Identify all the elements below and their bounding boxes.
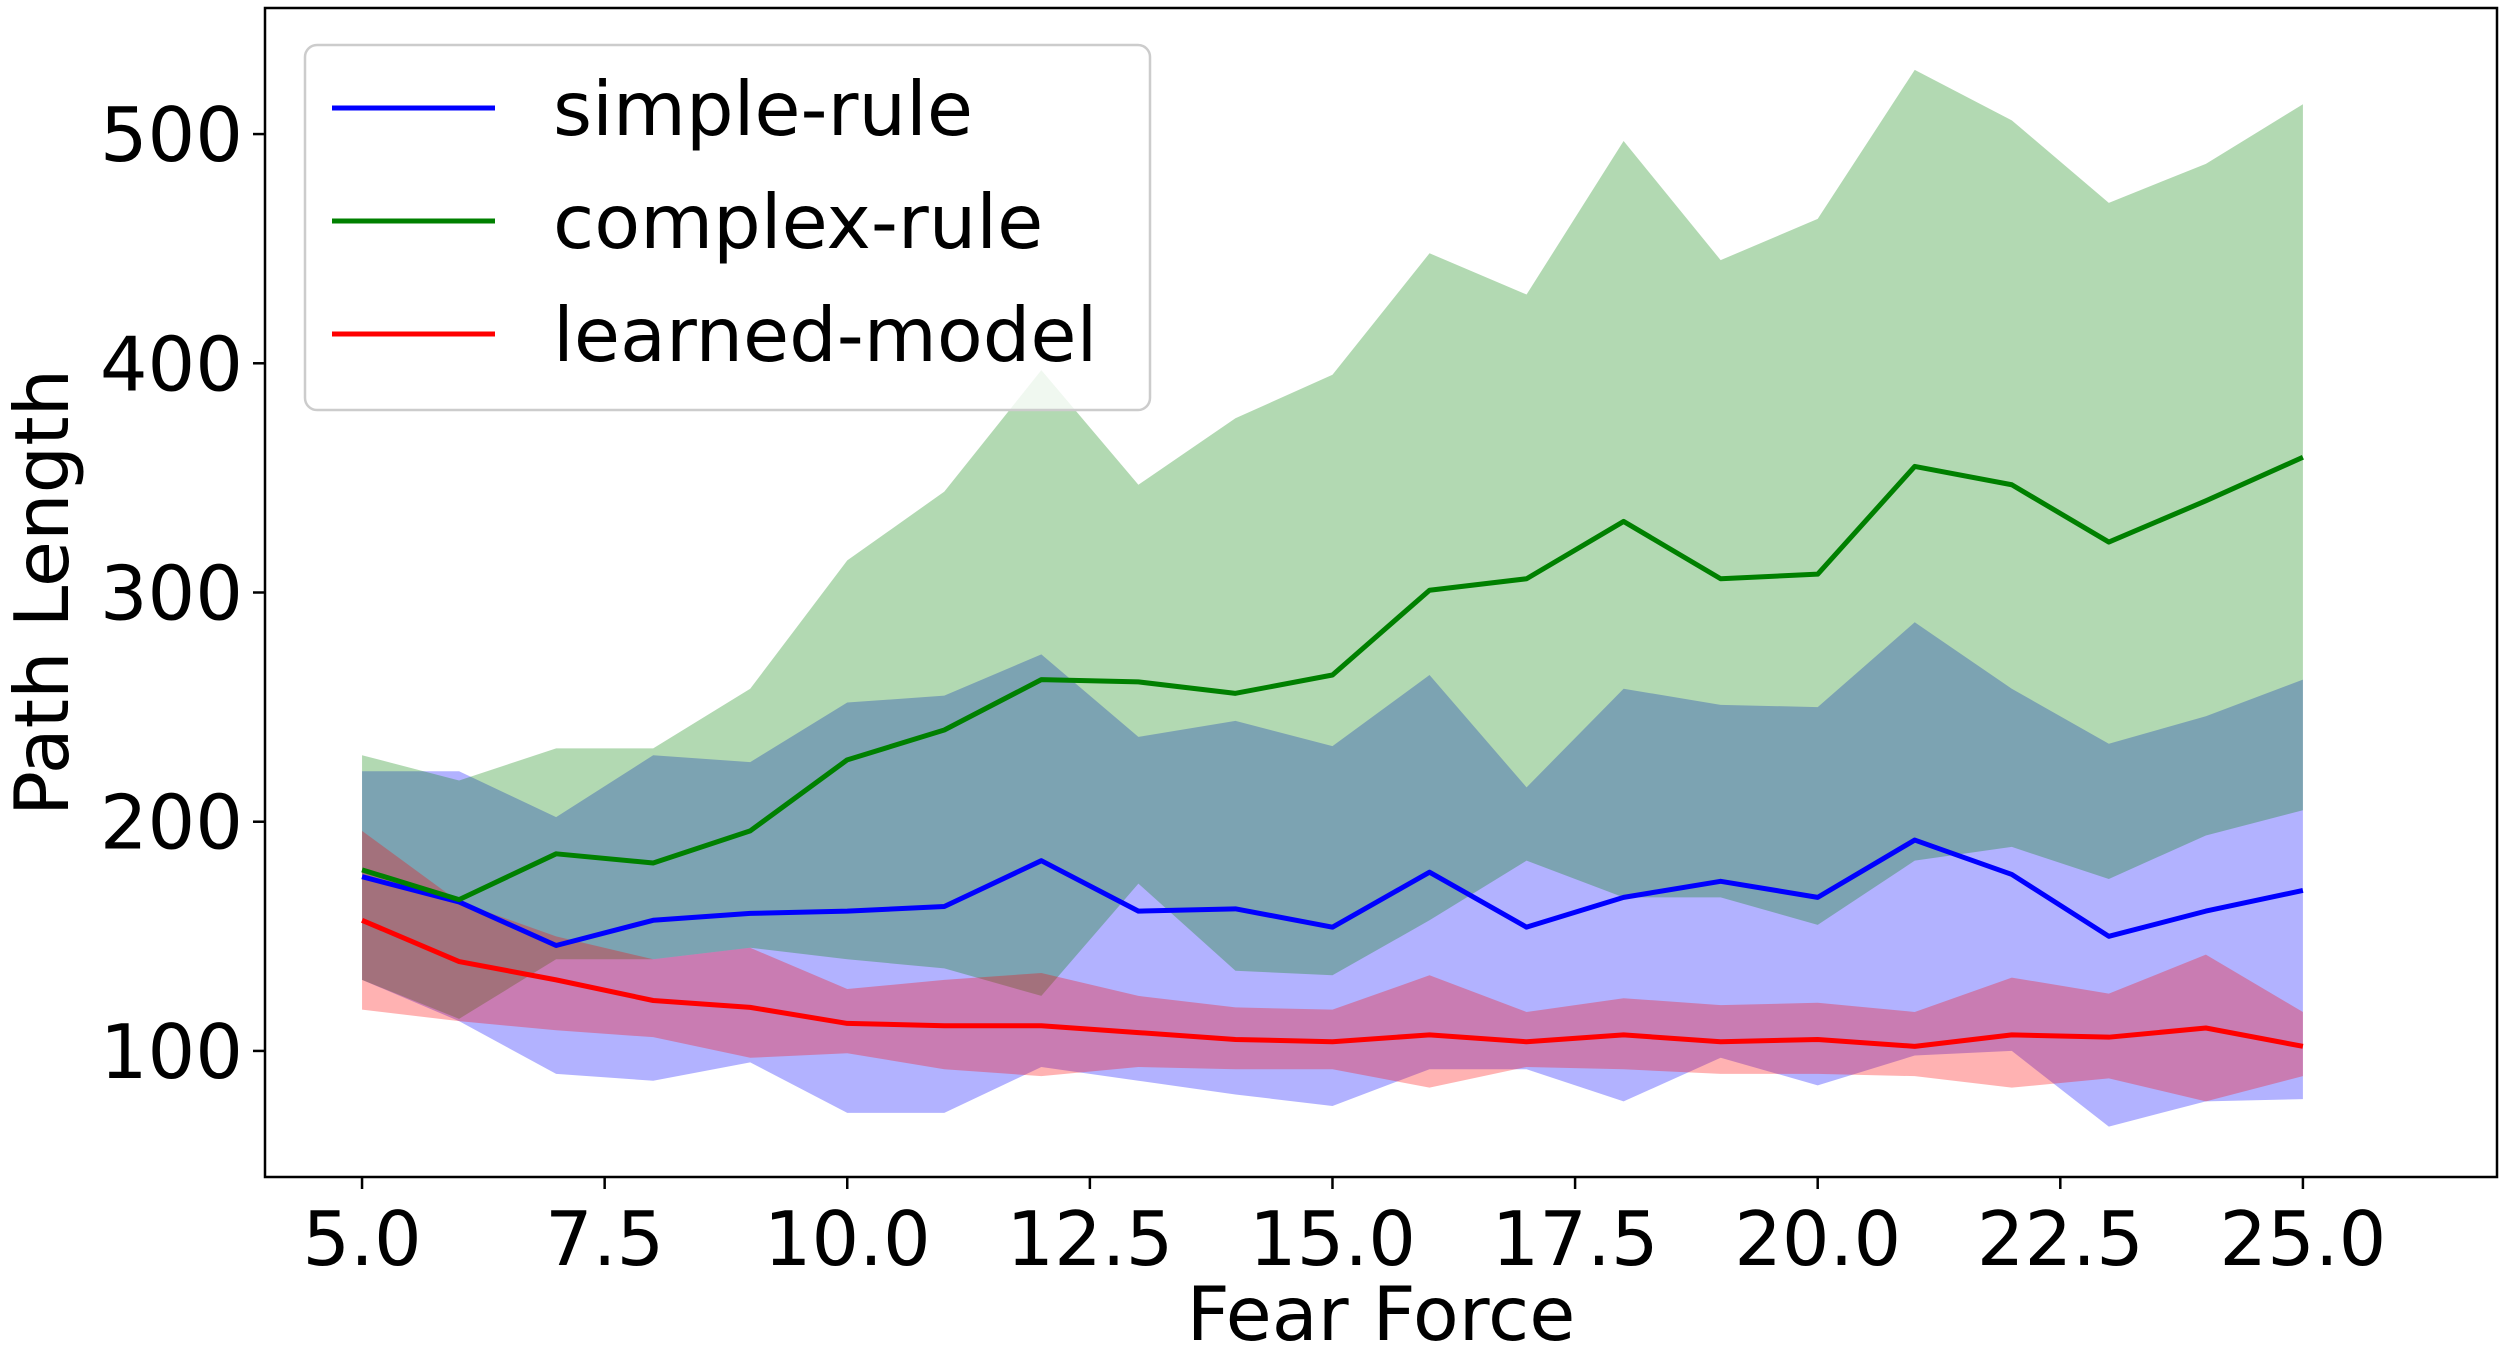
confidence-bands xyxy=(362,69,2303,1127)
x-tick-label: 22.5 xyxy=(1977,1195,2144,1283)
x-axis-ticks: 5.0 7.5 10.0 12.5 15.0 17.5 20.0 22.5 25.0 xyxy=(302,1177,2386,1283)
x-tick-label: 10.0 xyxy=(764,1195,931,1283)
legend: simple-rule complex-rule learned-model xyxy=(303,43,1152,412)
legend-label-simple-rule: simple-rule xyxy=(553,65,973,153)
complex-rule-line xyxy=(361,454,2304,903)
simple-rule-band xyxy=(362,622,2303,1127)
complex-rule-band xyxy=(362,69,2303,1019)
y-axis-ticks: 100 200 300 400 500 xyxy=(100,91,265,1096)
x-axis-label: Fear Force xyxy=(1187,1270,1576,1345)
x-tick-label: 20.0 xyxy=(1734,1195,1901,1283)
x-tick-label: 5.0 xyxy=(302,1195,421,1283)
x-tick-label: 17.5 xyxy=(1492,1195,1659,1283)
y-tick-label: 100 xyxy=(100,1008,243,1096)
legend-label-complex-rule: complex-rule xyxy=(553,178,1043,266)
x-tick-label: 12.5 xyxy=(1006,1195,1173,1283)
y-tick-label: 200 xyxy=(100,779,243,867)
y-tick-label: 300 xyxy=(100,550,243,638)
y-axis-label: Path Length xyxy=(0,369,86,816)
legend-box xyxy=(303,43,1152,412)
simple-rule-line xyxy=(361,837,2304,948)
y-tick-label: 400 xyxy=(100,320,243,408)
x-tick-label: 7.5 xyxy=(545,1195,664,1283)
x-tick-label: 15.0 xyxy=(1249,1195,1416,1283)
learned-model-line xyxy=(361,917,2304,1049)
series-lines xyxy=(361,454,2304,1049)
y-tick-label: 500 xyxy=(100,91,243,179)
x-tick-label: 25.0 xyxy=(2219,1195,2386,1283)
legend-label-learned-model: learned-model xyxy=(553,291,1097,379)
learned-model-band xyxy=(362,830,2303,1102)
